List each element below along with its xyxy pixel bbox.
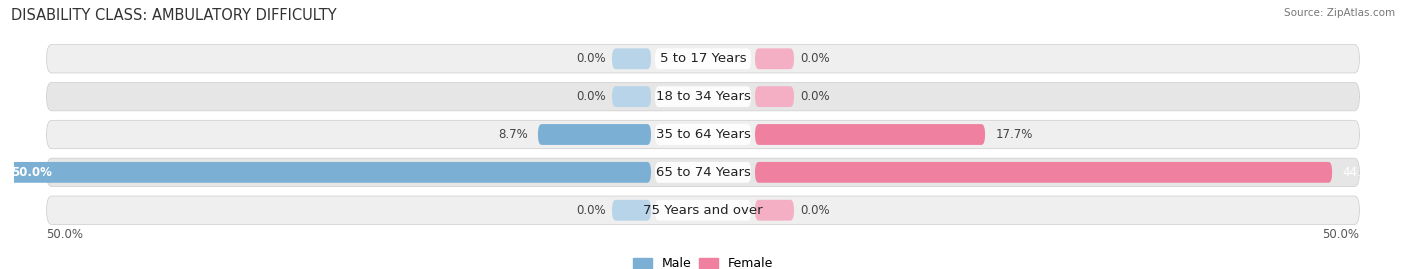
Text: Source: ZipAtlas.com: Source: ZipAtlas.com (1284, 8, 1395, 18)
FancyBboxPatch shape (755, 124, 986, 145)
Text: DISABILITY CLASS: AMBULATORY DIFFICULTY: DISABILITY CLASS: AMBULATORY DIFFICULTY (11, 8, 337, 23)
FancyBboxPatch shape (46, 158, 1360, 187)
Text: 50.0%: 50.0% (1323, 228, 1360, 241)
FancyBboxPatch shape (538, 124, 651, 145)
FancyBboxPatch shape (46, 82, 1360, 111)
FancyBboxPatch shape (755, 86, 794, 107)
Text: 44.4%: 44.4% (1343, 166, 1379, 179)
FancyBboxPatch shape (655, 124, 751, 145)
FancyBboxPatch shape (46, 45, 1360, 73)
Legend: Male, Female: Male, Female (628, 252, 778, 269)
Text: 0.0%: 0.0% (576, 52, 606, 65)
Text: 0.0%: 0.0% (576, 204, 606, 217)
Text: 18 to 34 Years: 18 to 34 Years (655, 90, 751, 103)
Text: 50.0%: 50.0% (46, 228, 83, 241)
FancyBboxPatch shape (1, 162, 651, 183)
Text: 50.0%: 50.0% (11, 166, 52, 179)
Text: 75 Years and over: 75 Years and over (643, 204, 763, 217)
FancyBboxPatch shape (46, 196, 1360, 224)
FancyBboxPatch shape (612, 200, 651, 221)
FancyBboxPatch shape (612, 48, 651, 69)
Text: 0.0%: 0.0% (576, 90, 606, 103)
FancyBboxPatch shape (655, 162, 751, 183)
FancyBboxPatch shape (655, 48, 751, 69)
FancyBboxPatch shape (755, 162, 1331, 183)
FancyBboxPatch shape (655, 200, 751, 221)
Text: 8.7%: 8.7% (498, 128, 527, 141)
Text: 0.0%: 0.0% (800, 204, 830, 217)
FancyBboxPatch shape (755, 200, 794, 221)
Text: 0.0%: 0.0% (800, 90, 830, 103)
FancyBboxPatch shape (755, 48, 794, 69)
Text: 35 to 64 Years: 35 to 64 Years (655, 128, 751, 141)
FancyBboxPatch shape (612, 86, 651, 107)
Text: 0.0%: 0.0% (800, 52, 830, 65)
Text: 5 to 17 Years: 5 to 17 Years (659, 52, 747, 65)
FancyBboxPatch shape (46, 120, 1360, 149)
FancyBboxPatch shape (655, 86, 751, 107)
Text: 17.7%: 17.7% (995, 128, 1033, 141)
Text: 65 to 74 Years: 65 to 74 Years (655, 166, 751, 179)
